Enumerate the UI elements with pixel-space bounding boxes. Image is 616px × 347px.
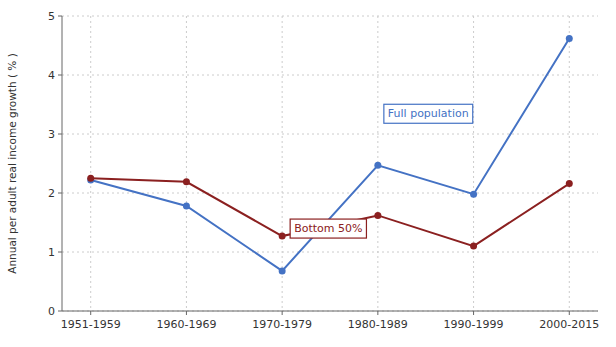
series-marker [87, 175, 94, 182]
y-tick-label: 2 [48, 187, 55, 200]
series-marker [470, 191, 477, 198]
y-tick-label: 0 [48, 305, 55, 318]
series-marker [183, 178, 190, 185]
series-marker [279, 233, 286, 240]
y-tick-label: 1 [48, 246, 55, 259]
x-tick [90, 311, 91, 315]
grid-line [62, 134, 598, 135]
x-tick [569, 311, 570, 315]
y-tick [58, 16, 62, 17]
y-tick [58, 252, 62, 253]
x-tick-label: 1990-1999 [444, 318, 504, 331]
plot-area [87, 35, 573, 274]
y-tick [58, 134, 62, 135]
x-tick [186, 311, 187, 315]
grid-line [62, 252, 598, 253]
series-label-box [290, 219, 366, 238]
x-tick-label: 2000-2015 [539, 318, 599, 331]
grid-line [90, 16, 91, 311]
x-tick-label: 1951-1959 [61, 318, 121, 331]
x-tick-label: 1980-1989 [348, 318, 408, 331]
series-label-text: Bottom 50% [294, 222, 362, 235]
y-axis-label: Annual per adult real income growth ( % … [6, 53, 18, 274]
y-tick [58, 193, 62, 194]
series-label-text: Full population [388, 107, 469, 120]
x-tick [377, 311, 378, 315]
series-marker [470, 243, 477, 250]
grid-line [62, 311, 598, 312]
grid-line [186, 16, 187, 311]
series-label-box [384, 104, 473, 123]
grid-line [282, 16, 283, 311]
y-tick-label: 5 [48, 10, 55, 23]
series-marker [183, 202, 190, 209]
x-tick-label: 1970-1979 [252, 318, 312, 331]
grid [62, 16, 598, 311]
x-tick [473, 311, 474, 315]
series-marker [566, 35, 573, 42]
y-tick [58, 75, 62, 76]
grid-line [569, 16, 570, 311]
series-marker [374, 212, 381, 219]
series-marker [566, 180, 573, 187]
x-axis-line [62, 311, 598, 312]
x-tick [282, 311, 283, 315]
grid-line [473, 16, 474, 311]
chart: 0 1 2 3 4 5 1951-1959 1960-1969 1970-1979 1980-19… [0, 0, 616, 347]
y-tick [58, 311, 62, 312]
grid-line [62, 16, 598, 17]
series-label: Bottom 50% [290, 219, 366, 238]
grid-line [62, 75, 598, 76]
series-line [91, 38, 570, 270]
series-marker [374, 162, 381, 169]
series-marker [279, 267, 286, 274]
y-tick-label: 4 [48, 69, 55, 82]
x-tick-label: 1960-1969 [156, 318, 216, 331]
y-tick-label: 3 [48, 128, 55, 141]
series-label: Full population [384, 104, 473, 123]
y-axis-line [62, 16, 63, 311]
series-line [91, 178, 570, 246]
